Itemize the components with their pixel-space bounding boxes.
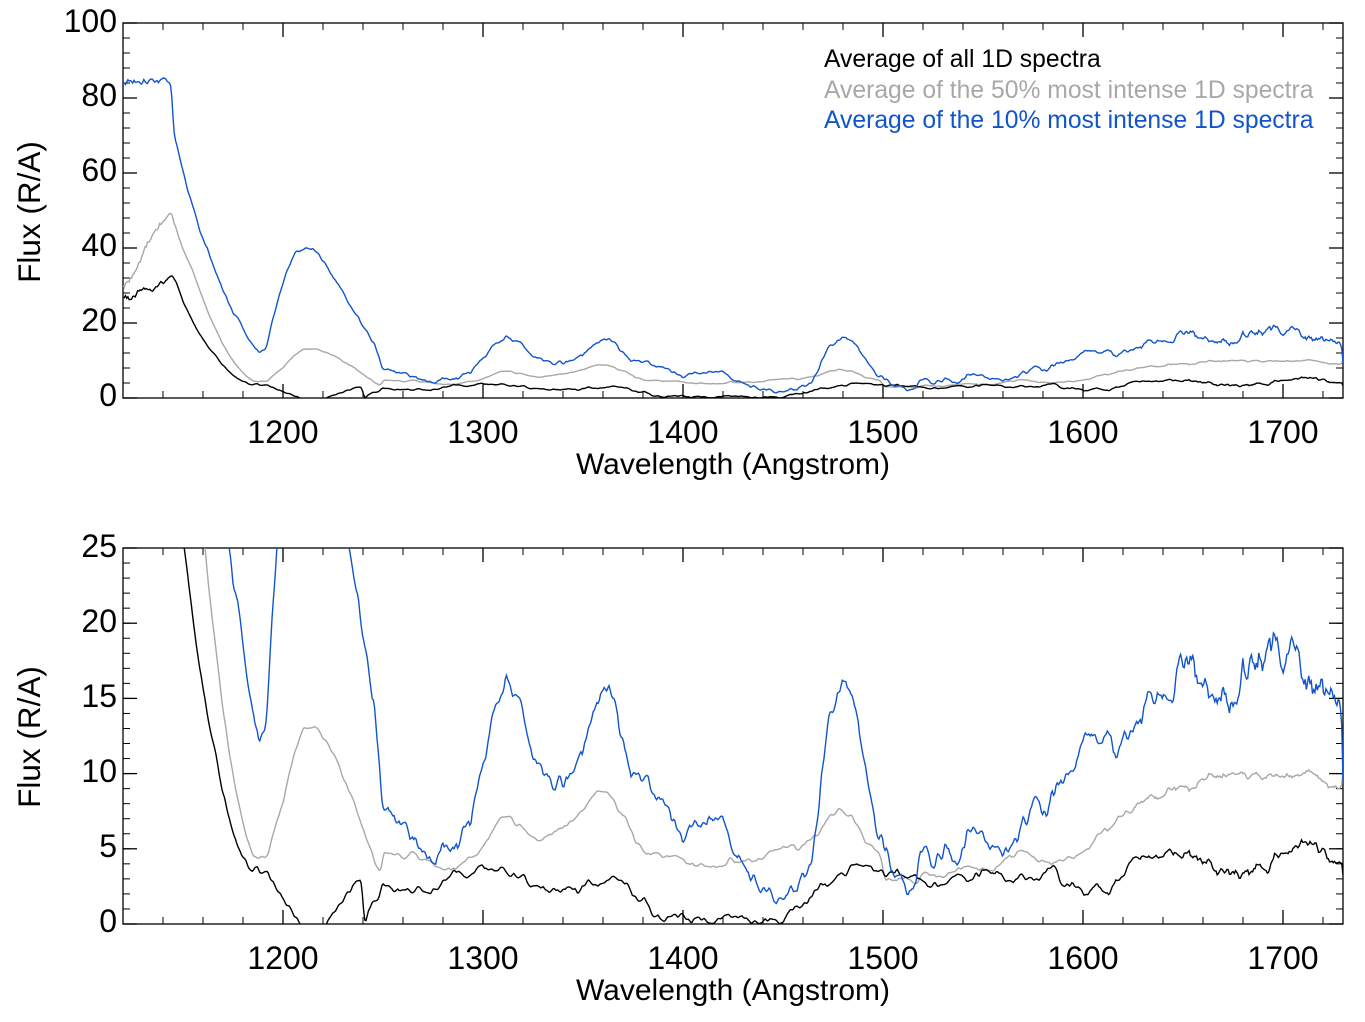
- svg-text:10: 10: [81, 753, 117, 789]
- svg-text:Average of the 50% most intens: Average of the 50% most intense 1D spect…: [824, 77, 1314, 104]
- svg-text:1600: 1600: [1047, 414, 1118, 450]
- svg-text:1500: 1500: [847, 414, 918, 450]
- svg-text:0: 0: [99, 377, 117, 413]
- svg-text:25: 25: [81, 528, 117, 564]
- svg-text:1400: 1400: [647, 414, 718, 450]
- svg-text:60: 60: [81, 152, 117, 188]
- svg-text:1200: 1200: [247, 414, 318, 450]
- svg-text:80: 80: [81, 77, 117, 113]
- svg-text:100: 100: [64, 3, 117, 39]
- svg-text:0: 0: [99, 903, 117, 939]
- svg-text:Wavelength (Angstrom): Wavelength (Angstrom): [576, 974, 890, 1007]
- svg-text:20: 20: [81, 603, 117, 639]
- svg-text:1200: 1200: [247, 940, 318, 976]
- svg-text:1500: 1500: [847, 940, 918, 976]
- svg-text:1400: 1400: [647, 940, 718, 976]
- svg-text:1700: 1700: [1247, 414, 1318, 450]
- svg-text:15: 15: [81, 678, 117, 714]
- svg-text:1700: 1700: [1247, 940, 1318, 976]
- svg-text:Wavelength (Angstrom): Wavelength (Angstrom): [576, 448, 890, 481]
- svg-text:40: 40: [81, 227, 117, 263]
- svg-text:1300: 1300: [447, 940, 518, 976]
- svg-text:Flux (R/A): Flux (R/A): [11, 666, 47, 808]
- svg-text:Flux (R/A): Flux (R/A): [11, 141, 47, 283]
- svg-text:5: 5: [99, 828, 117, 864]
- svg-text:Average of the 10% most intens: Average of the 10% most intense 1D spect…: [824, 107, 1314, 134]
- svg-text:20: 20: [81, 302, 117, 338]
- svg-text:Average of all 1D spectra: Average of all 1D spectra: [824, 46, 1101, 73]
- svg-text:1600: 1600: [1047, 940, 1118, 976]
- svg-text:1300: 1300: [447, 414, 518, 450]
